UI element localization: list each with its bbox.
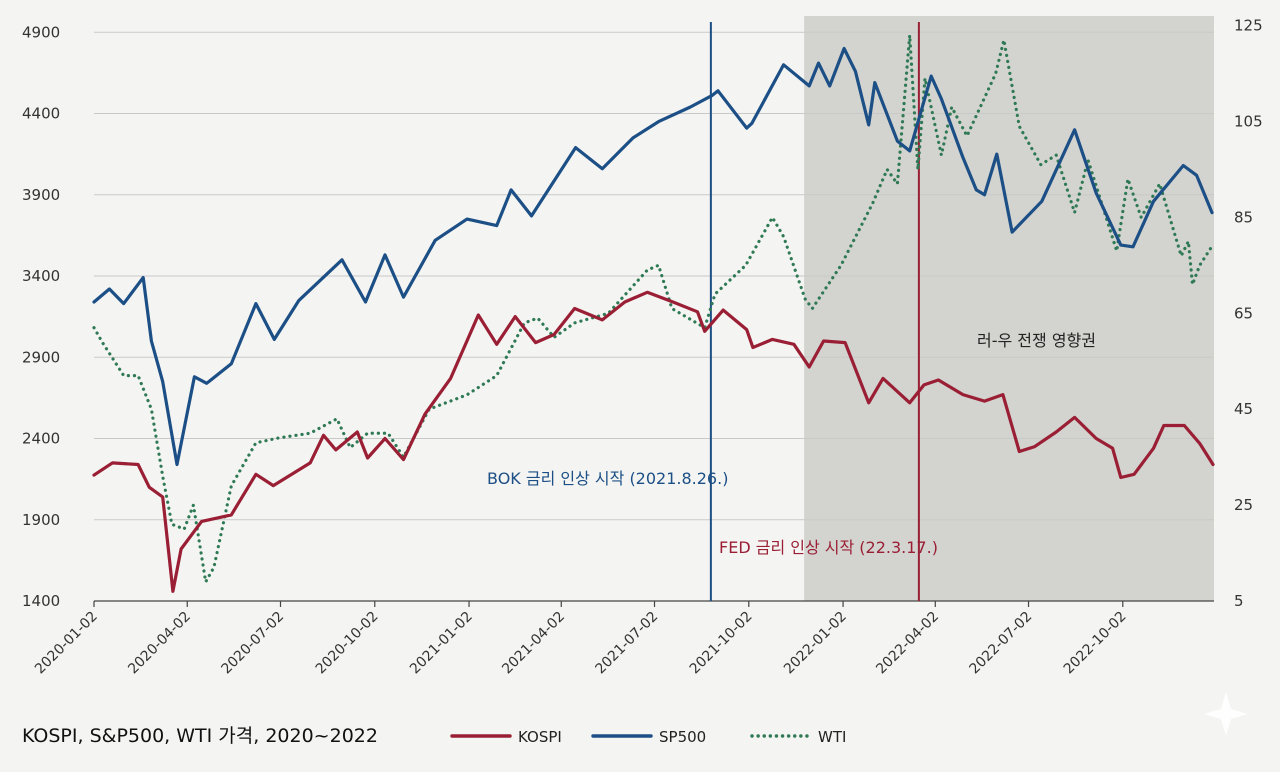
legend-label-sp500: SP500 bbox=[659, 728, 706, 746]
left-tick-label: 1900 bbox=[22, 511, 60, 529]
sparkle-logo-icon bbox=[1204, 692, 1248, 736]
legend: KOSPI SP500 WTI bbox=[450, 728, 846, 746]
right-tick-label: 5 bbox=[1234, 592, 1244, 610]
right-tick-label: 25 bbox=[1234, 496, 1253, 514]
series-line-kospi bbox=[92, 290, 1215, 593]
region-layer bbox=[804, 16, 1214, 601]
left-tick-label: 4900 bbox=[22, 23, 60, 41]
left-tick-label: 1400 bbox=[22, 592, 60, 610]
right-tick-label: 45 bbox=[1234, 400, 1253, 418]
series-layer bbox=[92, 33, 1215, 593]
shaded-region bbox=[804, 16, 1214, 601]
series-line-sp500 bbox=[92, 46, 1214, 467]
right-tick-label: 85 bbox=[1234, 208, 1253, 226]
event-label-bok: BOK 금리 인상 시작 (2021.8.26.) bbox=[487, 469, 728, 488]
left-tick-label: 4400 bbox=[22, 105, 60, 123]
left-tick-label: 2900 bbox=[22, 348, 60, 366]
legend-label-wti: WTI bbox=[818, 728, 846, 746]
left-tick-label: 3400 bbox=[22, 267, 60, 285]
left-tick-label: 2400 bbox=[22, 430, 60, 448]
grid-layer bbox=[94, 31, 1214, 521]
right-tick-label: 105 bbox=[1234, 112, 1263, 130]
legend-label-kospi: KOSPI bbox=[518, 728, 562, 746]
annotation-layer: BOK 금리 인상 시작 (2021.8.26.) FED 금리 인상 시작 (2… bbox=[487, 331, 1096, 557]
right-tick-label: 125 bbox=[1234, 17, 1263, 35]
series-line-wti bbox=[92, 33, 1214, 584]
event-label-fed: FED 금리 인상 시작 (22.3.17.) bbox=[719, 538, 938, 557]
left-tick-label: 3900 bbox=[22, 186, 60, 204]
chart-title: KOSPI, S&P500, WTI 가격, 2020~2022 bbox=[22, 725, 378, 747]
right-tick-label: 65 bbox=[1234, 304, 1253, 322]
region-label: 러-우 전쟁 영향권 bbox=[977, 331, 1096, 350]
